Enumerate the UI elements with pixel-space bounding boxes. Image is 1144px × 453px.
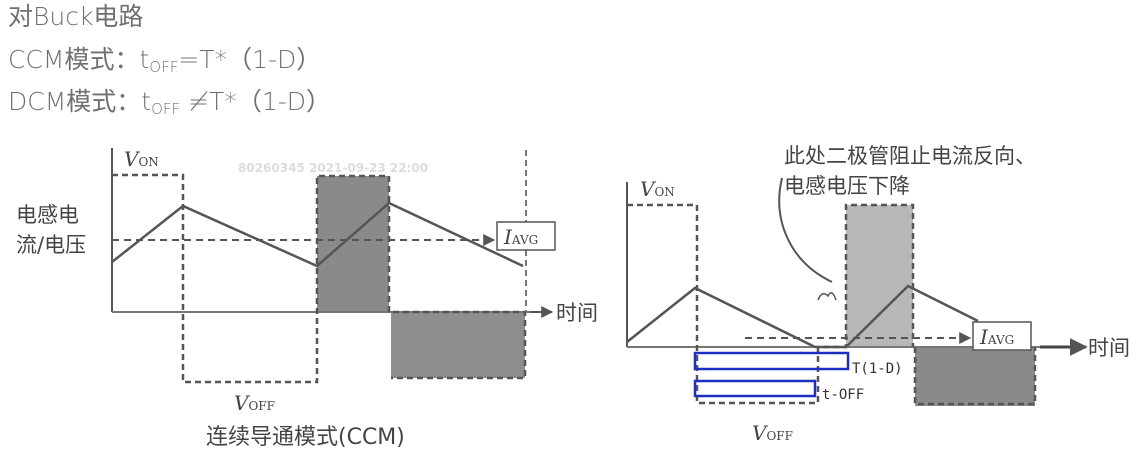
dcm-voff-letter: V	[752, 421, 769, 445]
bar-label-toff: t-OFF	[822, 387, 864, 403]
ccm-iavg-label: IAVG	[503, 225, 538, 249]
dcm-annotation-1: 此处二极管阻止电流反向、	[784, 144, 1036, 168]
dcm-annotation-2: 电感电压下降	[784, 174, 910, 198]
header-title: 对Buck电路	[8, 2, 144, 31]
dcm-voff-label: VOFF	[752, 421, 793, 445]
ccm-iavg-box	[496, 221, 556, 251]
dcm-formula: DCM模式：tOFF ≠T*（1-D）	[8, 87, 331, 124]
ccm-rest: =T*（1-D）	[178, 45, 322, 74]
dcm-off-shade	[915, 347, 1035, 406]
ccm-prefix: CCM模式：t	[8, 45, 150, 74]
bar-label-t1d: T(1-D)	[852, 361, 903, 377]
ccm-von-letter: V	[124, 147, 141, 171]
ccm-von-label: VON	[124, 147, 159, 171]
ccm-iavg-letter: I	[503, 225, 513, 249]
dcm-annotation-pointer	[778, 177, 833, 283]
dcm-von-sub: ON	[654, 185, 674, 199]
dcm-sub: OFF	[151, 100, 181, 118]
dcm-annotation-brace	[817, 292, 837, 301]
ccm-sub: OFF	[149, 58, 179, 76]
ccm-off-shade	[391, 312, 525, 378]
dcm-iavg-label: IAVG	[979, 325, 1014, 349]
ccm-voff-label: VOFF	[234, 391, 275, 415]
ccm-time-label: 时间	[556, 301, 598, 325]
dcm-voltage-off	[913, 347, 1037, 406]
ccm-caption: 连续导通模式(CCM)	[206, 425, 405, 450]
dcm-von-letter: V	[640, 177, 657, 201]
ccm-voltage-wave	[112, 173, 527, 384]
ccm-voff-letter: V	[234, 391, 251, 415]
ccm-iavg-sub: AVG	[511, 233, 538, 247]
dcm-iavg-letter: I	[979, 325, 989, 349]
dcm-diagram: IAVG VON VOFF 此处二极管阻止电流反向、 电感电压下降 时间 T(1…	[626, 144, 1130, 445]
dcm-iavg-sub: AVG	[987, 333, 1014, 347]
dcm-von-label: VON	[640, 177, 675, 201]
dcm-time-label: 时间	[1088, 336, 1130, 360]
dcm-prefix: DCM模式：t	[8, 87, 152, 116]
dcm-current-wave	[626, 284, 979, 349]
ccm-diagram: IAVG VON VOFF 电感电 流/电压 时间 连续导通模式(CCM)	[16, 147, 598, 450]
ccm-voff-sub: OFF	[248, 399, 275, 413]
ccm-current-wave	[111, 201, 524, 268]
ccm-on-shade	[317, 176, 389, 312]
dcm-on-shade	[846, 205, 913, 347]
blue-bar-t1d	[693, 351, 850, 371]
ccm-formula: CCM模式：tOFF=T*（1-D）	[8, 45, 321, 82]
dcm-rest: ≠T*（1-D）	[180, 87, 331, 116]
ccm-y-label-2: 流/电压	[16, 233, 86, 257]
dcm-voff-sub: OFF	[766, 429, 793, 443]
ccm-y-label-1: 电感电	[16, 203, 79, 227]
watermark: 80260345 2021-09-23 22:00	[238, 161, 428, 175]
ccm-von-sub: ON	[138, 155, 158, 169]
blue-bar-toff	[693, 379, 817, 398]
dcm-iavg-box	[972, 321, 1032, 351]
